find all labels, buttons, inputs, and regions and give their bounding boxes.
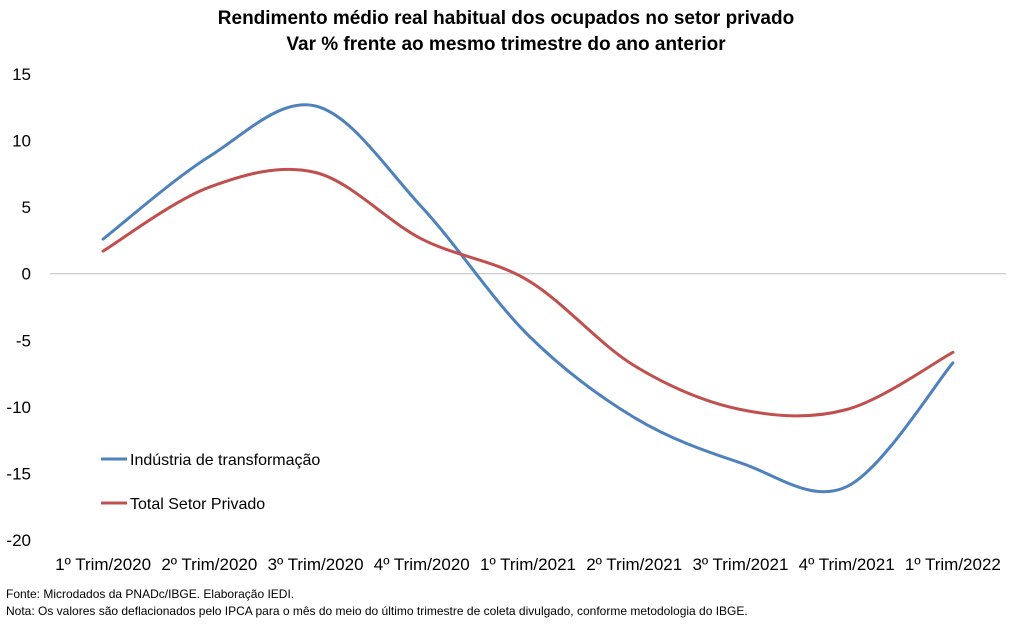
y-tick-label: 5 <box>22 198 31 217</box>
x-tick-label: 2º Trim/2021 <box>586 555 682 574</box>
y-tick-label: -5 <box>16 331 31 350</box>
series-line-1 <box>101 103 955 494</box>
x-tick-label: 1º Trim/2020 <box>55 555 151 574</box>
y-tick-label: 10 <box>12 132 31 151</box>
x-tick-label: 4º Trim/2020 <box>374 555 470 574</box>
y-axis: 15 10 5 0 -5 -10 -15 -20 <box>6 65 31 550</box>
x-tick-label: 4º Trim/2021 <box>799 555 895 574</box>
footer: Fonte: Microdados da PNADc/IBGE. Elabora… <box>6 586 748 620</box>
source-note: Fonte: Microdados da PNADc/IBGE. Elabora… <box>6 587 295 601</box>
chart-title: Rendimento médio real habitual dos ocupa… <box>217 8 795 29</box>
x-axis: 1º Trim/2020 2º Trim/2020 3º Trim/2020 4º T… <box>55 555 1001 574</box>
x-tick-label: 3º Trim/2020 <box>268 555 364 574</box>
y-tick-label: 15 <box>12 65 31 84</box>
y-tick-label: -20 <box>6 531 31 550</box>
series-line-2 <box>101 167 955 418</box>
methodology-note: Nota: Os valores são deflacionados pelo … <box>6 604 748 618</box>
legend-label: Indústria de transformação <box>130 452 320 469</box>
y-tick-label: -10 <box>6 398 31 417</box>
y-tick-label: -15 <box>6 464 31 483</box>
y-tick-label: 0 <box>22 265 31 284</box>
series-layer <box>101 103 955 494</box>
chart-title-block: Rendimento médio real habitual dos ocupa… <box>0 6 1012 58</box>
legend-label: Total Setor Privado <box>130 496 265 513</box>
legend: Indústria de transformação Total Setor Pr… <box>101 452 320 513</box>
x-tick-label: 1º Trim/2021 <box>480 555 576 574</box>
chart-subtitle: Var % frente ao mesmo trimestre do ano a… <box>286 34 726 55</box>
x-tick-label: 3º Trim/2021 <box>692 555 788 574</box>
x-tick-label: 2º Trim/2020 <box>161 555 257 574</box>
x-tick-label: 1º Trim/2022 <box>905 555 1001 574</box>
